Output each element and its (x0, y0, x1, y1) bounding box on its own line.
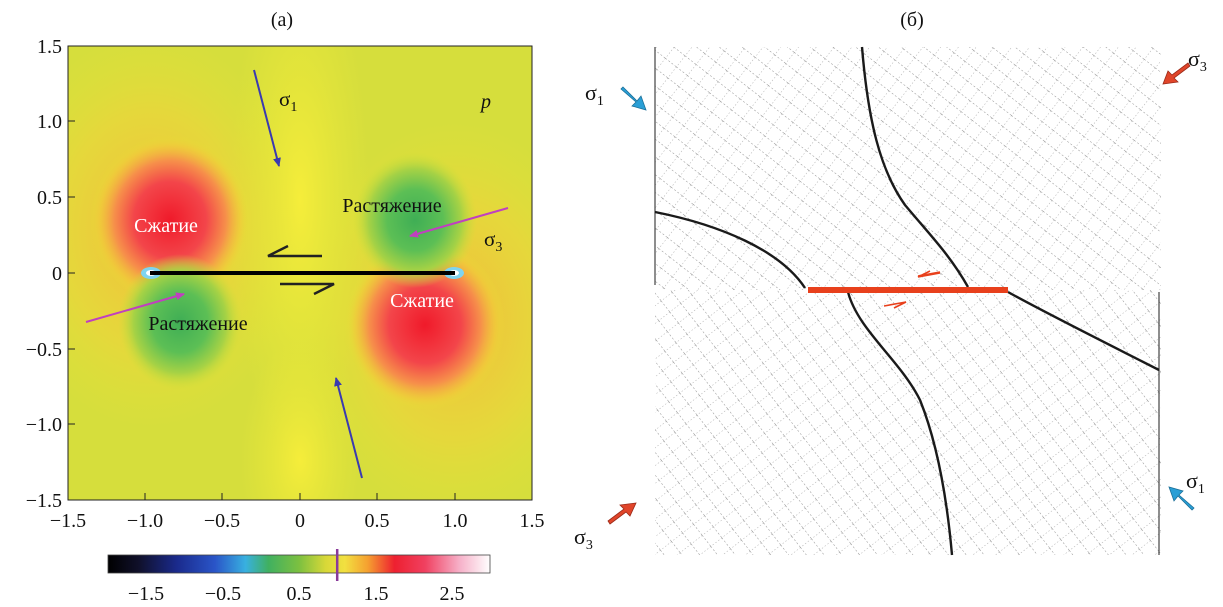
panel-a: (а) (26, 9, 545, 605)
sigma1-arrow-top-left (620, 86, 647, 111)
panel-b: (б) σ1 σ3 (574, 9, 1207, 556)
pressure-field-plot (68, 46, 532, 500)
colorbar-tick-label: 0.5 (287, 583, 312, 605)
colorbar-tick-label: 2.5 (440, 583, 465, 605)
colorbar-tick-label: −0.5 (205, 583, 241, 605)
sigma1-arrow-bottom (334, 377, 363, 479)
deformed-grid (655, 47, 1161, 555)
x-tick-label: 1.5 (520, 510, 545, 532)
x-axis: −1.5 −1.0 −0.5 0 0.5 1.0 1.5 (50, 493, 545, 532)
label-tension-right: Растяжение (342, 195, 441, 217)
label-compression-left: Сжатие (134, 215, 198, 237)
trajectory-left (654, 210, 807, 289)
panel-b-title: (б) (900, 9, 924, 31)
y-tick-label: 1.5 (37, 36, 62, 58)
trajectory-right (1007, 290, 1160, 372)
field-label-p: p (479, 91, 491, 113)
sigma3-arrow-bottom-left (607, 502, 637, 525)
x-tick-label: −1.0 (127, 510, 163, 532)
panel-a-title: (а) (271, 9, 293, 31)
x-tick-label: −1.5 (50, 510, 86, 532)
y-tick-label: 0.5 (37, 187, 62, 209)
y-tick-label: 0 (52, 263, 62, 285)
shear-arrow-b-upper (917, 270, 941, 278)
colorbar-gradient (107, 554, 491, 574)
x-tick-label: 0.5 (365, 510, 390, 532)
shear-arrow-upper (267, 244, 322, 258)
x-tick-label: 1.0 (443, 510, 468, 532)
shear-arrow-b-lower (883, 301, 907, 309)
label-compression-right: Сжатие (390, 290, 454, 312)
sigma3-label-b-bottom: σ3 (574, 524, 593, 553)
y-tick-label: −1.5 (26, 490, 62, 512)
sigma1-arrow-top (253, 69, 281, 167)
sigma3-arrow-right (409, 207, 509, 238)
y-tick-label: −0.5 (26, 339, 62, 361)
sigma1-label-a: σ1 (279, 87, 297, 115)
colorbar: −1.5 −0.5 0.5 1.5 2.5 (107, 549, 491, 605)
sigma3-arrow-top-right (1162, 62, 1191, 85)
sigma1-label-b-bottom: σ1 (1186, 468, 1205, 497)
trajectory-bottom (846, 291, 954, 556)
sigma3-label-a: σ3 (484, 227, 502, 255)
x-tick-label: 0 (295, 510, 305, 532)
sigma1-arrow-bottom-right (1168, 486, 1195, 511)
sigma3-label-b-top: σ3 (1188, 46, 1207, 75)
trajectory-top (860, 46, 970, 288)
label-tension-left: Растяжение (148, 313, 247, 335)
colorbar-tick-label: 1.5 (364, 583, 389, 605)
x-tick-label: −0.5 (204, 510, 240, 532)
y-axis: 1.5 1.0 0.5 0 −0.5 −1.0 −1.5 (26, 36, 75, 512)
y-tick-label: 1.0 (37, 111, 62, 133)
y-tick-label: −1.0 (26, 414, 62, 436)
sigma1-label-b-top: σ1 (585, 80, 604, 109)
shear-arrow-lower (280, 282, 335, 296)
shear-arrow-b-upper-shaft (917, 271, 941, 277)
colorbar-tick-label: −1.5 (128, 583, 164, 605)
sigma3-arrow-left (85, 292, 185, 323)
